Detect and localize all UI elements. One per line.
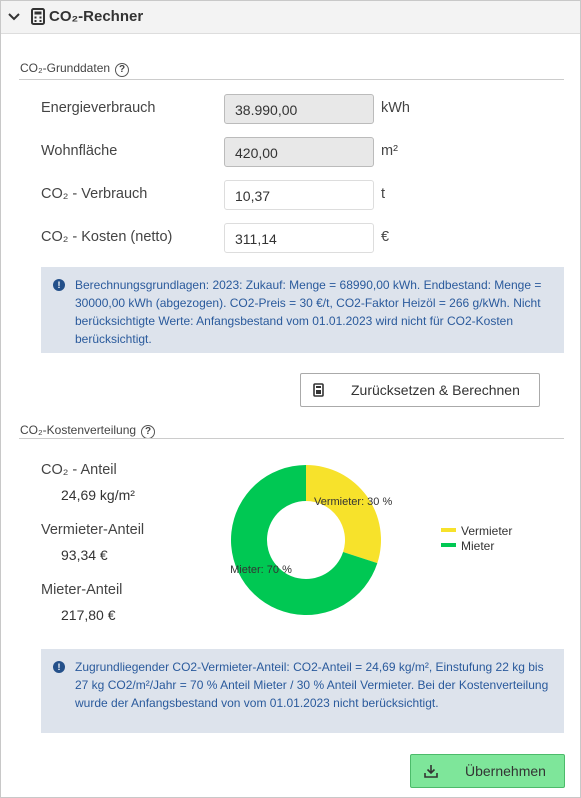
legend-label: Mieter (461, 539, 494, 553)
info-icon: ! (53, 279, 65, 291)
section-title: CO₂-Kostenverteilung? (20, 423, 156, 439)
divider (19, 79, 564, 80)
share-label: Mieter-Anteil (41, 582, 123, 598)
field-input[interactable]: 10,37 (224, 180, 374, 210)
panel-header[interactable]: CO₂-Rechner (1, 1, 580, 34)
download-icon (424, 765, 438, 778)
button-label: Zurücksetzen & Berechnen (351, 382, 520, 398)
legend-swatch (441, 543, 456, 547)
field-label: CO₂ - Kosten (netto) (41, 229, 173, 245)
share-value: 93,34 € (61, 547, 108, 563)
info-icon: ! (53, 661, 65, 673)
share-label: CO₂ - Anteil (41, 462, 117, 478)
slice-label: Mieter: 70 % (230, 564, 292, 576)
section-title-text: CO₂-Grunddaten (20, 61, 111, 75)
donut-slice (306, 465, 381, 564)
panel-title: CO₂-Rechner (49, 8, 144, 25)
share-value: 24,69 kg/m² (61, 487, 135, 503)
donut-slice (231, 465, 378, 615)
button-label: Übernehmen (465, 763, 546, 779)
help-icon[interactable]: ? (141, 425, 156, 439)
field-label: CO₂ - Verbrauch (41, 186, 148, 202)
field-label: Wohnfläche (41, 143, 118, 159)
legend-swatch (441, 528, 456, 532)
share-value: 217,80 € (61, 607, 116, 623)
field-input: 38.990,00 (224, 94, 374, 124)
field-unit: m² (381, 143, 398, 159)
donut-chart: Vermieter: 30 % Mieter: 70 % VermieterMiet… (230, 465, 512, 615)
info-text: Zugrundliegender CO2-Vermieter-Anteil: C… (75, 660, 549, 710)
info-text: Berechnungsgrundlagen: 2023: Zukauf: Men… (75, 278, 542, 346)
info-box: ! Berechnungsgrundlagen: 2023: Zukauf: Me… (41, 267, 564, 353)
chevron (8, 13, 20, 21)
help-icon[interactable]: ? (115, 63, 130, 77)
field-input: 420,00 (224, 137, 374, 167)
field-unit: kWh (381, 100, 410, 116)
section-title: CO₂-Grunddaten? (20, 61, 130, 77)
calculator-icon (313, 383, 324, 397)
field-input[interactable]: 311,14 (224, 223, 374, 253)
field-unit: t (381, 186, 386, 202)
field-unit: € (381, 229, 390, 245)
field-label: Energieverbrauch (41, 100, 156, 116)
slice-label: Vermieter: 30 % (314, 496, 392, 508)
apply-button[interactable]: Übernehmen (410, 754, 565, 788)
legend-label: Vermieter (461, 524, 512, 538)
reset-button[interactable]: Zurücksetzen & Berechnen (300, 373, 540, 407)
calculator-icon (31, 8, 45, 25)
divider (19, 438, 564, 439)
info-box: ! Zugrundliegender CO2-Vermieter-Anteil: … (41, 649, 564, 733)
section-title-text: CO₂-Kostenverteilung (20, 423, 137, 437)
share-label: Vermieter-Anteil (41, 522, 145, 538)
